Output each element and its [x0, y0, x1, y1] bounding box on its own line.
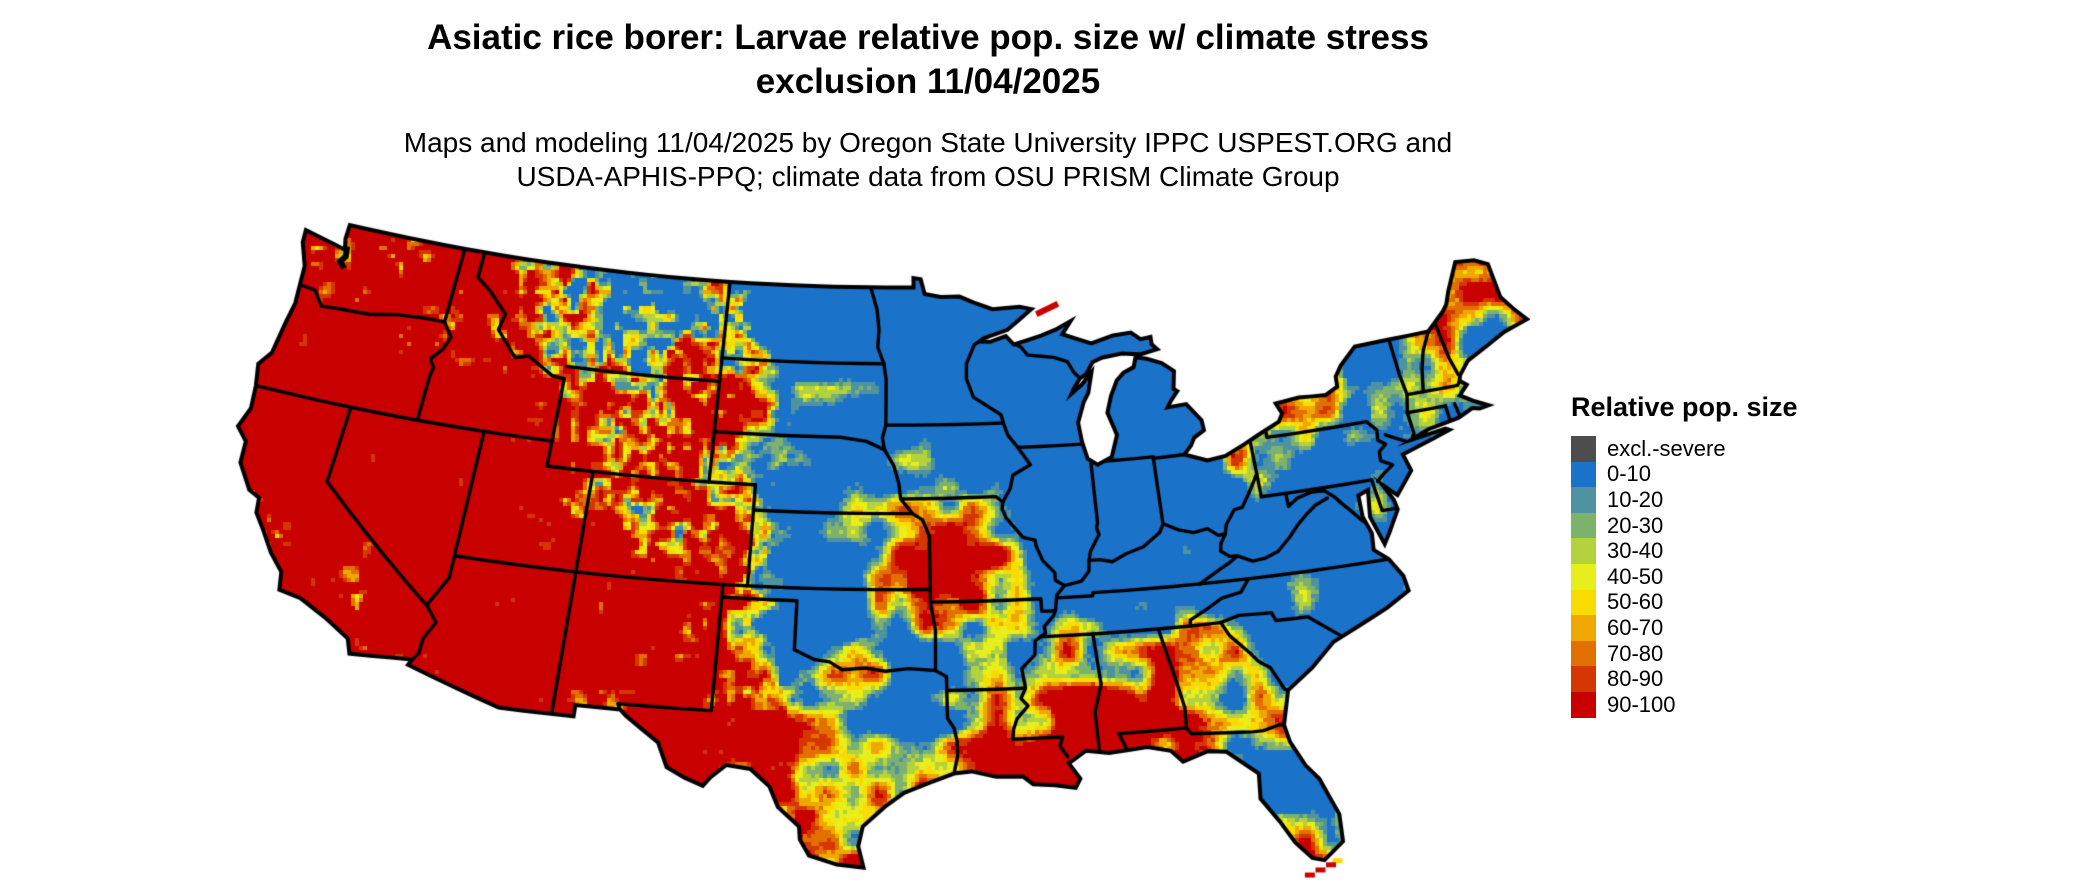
legend-swatch: [1571, 563, 1596, 590]
legend-title: Relative pop. size: [1571, 392, 1798, 422]
legend-item-label: 70-80: [1607, 640, 1664, 666]
legend-swatch: [1571, 487, 1596, 513]
legend-item: 90-100: [1571, 692, 1871, 718]
legend-item-label: 30-40: [1607, 538, 1664, 564]
legend-swatch: [1571, 615, 1596, 641]
legend-item-label: 40-50: [1607, 563, 1664, 589]
legend-item: 50-60: [1571, 589, 1871, 616]
subtitle-line-1: Maps and modeling 11/04/2025 by Oregon S…: [403, 127, 1453, 158]
legend-item: 20-30: [1571, 513, 1871, 539]
page-title: Asiatic rice borer: Larvae relative pop.…: [0, 16, 1856, 104]
title-line-1: Asiatic rice borer: Larvae relative pop.…: [427, 18, 1429, 57]
page-subtitle: Maps and modeling 11/04/2025 by Oregon S…: [0, 126, 1856, 194]
legend-swatch: [1571, 512, 1596, 539]
legend-item: 60-70: [1571, 615, 1871, 641]
legend-item-label: 80-90: [1607, 666, 1664, 692]
legend-item-label: excl.-severe: [1607, 435, 1726, 461]
legend-swatch: [1571, 538, 1596, 564]
legend-item: 40-50: [1571, 564, 1871, 590]
us-population-map: [235, 222, 1530, 880]
legend-item-label: 10-20: [1607, 486, 1664, 512]
legend-item: excl.-severe: [1571, 436, 1871, 462]
legend-swatch: [1571, 436, 1596, 462]
legend-item-label: 90-100: [1607, 691, 1676, 717]
legend-swatch: [1571, 691, 1596, 718]
legend-item: 70-80: [1571, 641, 1871, 667]
title-line-2: exclusion 11/04/2025: [755, 62, 1101, 101]
legend-swatch: [1571, 640, 1596, 667]
legend-items: excl.-severe 0-10 10-20 20-30 30-40 40-50 50-6…: [1571, 436, 1871, 718]
legend-item-label: 20-30: [1607, 512, 1664, 538]
subtitle-line-2: USDA-APHIS-PPQ; climate data from OSU PR…: [516, 161, 1340, 192]
header: Asiatic rice borer: Larvae relative pop.…: [0, 16, 1856, 194]
legend-item: 80-90: [1571, 666, 1871, 692]
legend-swatch: [1571, 589, 1596, 616]
legend-item: 30-40: [1571, 538, 1871, 564]
legend-item-label: 60-70: [1607, 614, 1664, 640]
legend-item-label: 50-60: [1607, 589, 1664, 615]
legend-item-label: 0-10: [1607, 461, 1652, 487]
legend: Relative pop. size excl.-severe 0-10 10-20…: [1571, 392, 1871, 718]
legend-swatch: [1571, 666, 1596, 692]
legend-item: 0-10: [1571, 461, 1871, 488]
legend-swatch: [1571, 461, 1596, 488]
legend-item: 10-20: [1571, 487, 1871, 513]
